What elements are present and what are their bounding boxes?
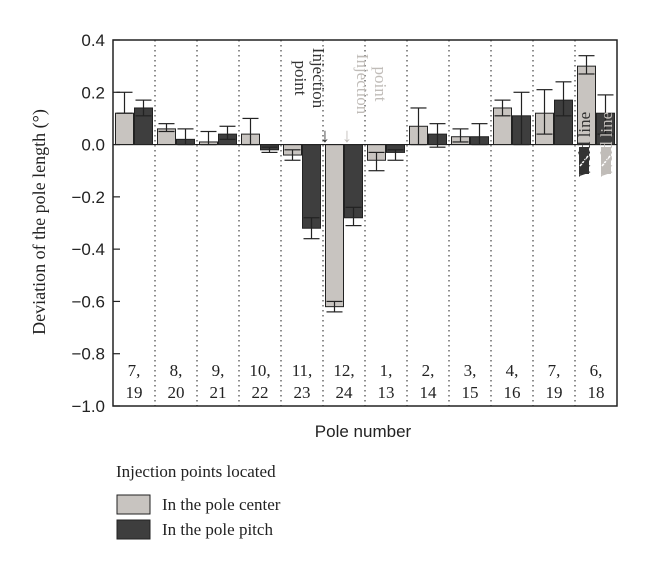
legend-swatch-pole-center: [116, 494, 151, 515]
weld-center-hatch: [601, 155, 611, 167]
x-category-label: 6, 18: [588, 361, 605, 402]
injection-pitch-arrow-icon: ↓: [320, 125, 330, 147]
x-category-line-1: 7,: [128, 361, 141, 380]
error-bar: [326, 300, 343, 313]
x-category-line-2: 19: [546, 383, 563, 402]
error-bar: [429, 123, 446, 148]
x-category-line-1: 12,: [333, 361, 354, 380]
x-category-line-2: 18: [588, 383, 605, 402]
injection-center-line2: point: [371, 67, 390, 102]
y-tick-label: −0.2: [71, 188, 105, 207]
plot-frame: [112, 39, 618, 407]
injection-center-arrow-icon: ↓: [342, 125, 352, 147]
weld-line-center-label: Weld line: [597, 112, 616, 177]
x-category-line-2: 20: [168, 383, 185, 402]
error-bar: [597, 94, 614, 135]
y-tick-label: 0.4: [81, 31, 105, 50]
x-category-label: 4, 16: [504, 361, 521, 402]
bar-pole-center: [115, 112, 134, 146]
x-category-label: 11, 23: [292, 361, 313, 402]
injection-pitch-line1: Injection: [309, 48, 328, 109]
x-category-label: 1, 13: [378, 361, 395, 402]
x-axis-label: Pole number: [315, 422, 412, 441]
x-category-line-1: 7,: [548, 361, 561, 380]
y-tick-label: 0.0: [81, 136, 105, 155]
error-bar: [578, 55, 595, 75]
legend: Injection points located In the pole cen…: [116, 462, 281, 540]
error-bar: [116, 91, 133, 114]
y-axis-label: Deviation of the pole length (°): [29, 109, 50, 335]
error-bar: [387, 149, 404, 161]
x-category-line-2: 23: [294, 383, 311, 402]
x-category-line-1: 3,: [464, 361, 477, 380]
x-category-line-1: 4,: [506, 361, 519, 380]
error-bar: [555, 81, 572, 117]
x-category-line-2: 16: [504, 383, 521, 402]
error-bar: [494, 99, 511, 117]
x-category-label: 7, 19: [126, 361, 143, 402]
x-category-line-1: 6,: [590, 361, 603, 380]
x-category-line-1: 10,: [249, 361, 270, 380]
category-grid: [154, 40, 576, 406]
error-bar: [536, 89, 553, 135]
x-category-line-1: 8,: [170, 361, 183, 380]
x-category-line-2: 24: [336, 383, 354, 402]
x-category-label: 3, 15: [462, 361, 479, 402]
error-bar: [345, 206, 362, 227]
y-tick-label: −1.0: [71, 397, 105, 416]
error-bar: [219, 125, 236, 140]
x-category-label: 8, 20: [168, 361, 185, 402]
error-bar: [303, 217, 320, 240]
x-category-line-1: 9,: [212, 361, 225, 380]
x-category-line-1: 2,: [422, 361, 435, 380]
x-category-line-2: 22: [252, 383, 269, 402]
injection-pitch-line2: point: [291, 61, 310, 96]
y-tick-label: −0.6: [71, 292, 105, 311]
x-category-label: 10, 22: [249, 361, 270, 402]
legend-swatch-pole-pitch: [116, 519, 151, 540]
bar-pole-pitch: [302, 144, 321, 229]
error-bar: [158, 123, 175, 133]
x-category-label: 7, 19: [546, 361, 563, 402]
x-category-line-2: 19: [126, 383, 143, 402]
injection-center-line1: Injection: [353, 54, 372, 115]
error-bar: [284, 149, 301, 161]
x-category-line-2: 13: [378, 383, 395, 402]
x-category-line-2: 15: [462, 383, 479, 402]
error-bar: [368, 151, 385, 172]
weld-pitch-hatch: [579, 155, 589, 167]
y-axis: 0.4 0.2 0.0 −0.2 −0.4 −0.6 −0.8 −1.0: [71, 31, 120, 416]
y-tick-label: −0.8: [71, 345, 105, 364]
legend-label-pole-center: In the pole center: [162, 495, 281, 514]
y-tick-label: 0.2: [81, 83, 105, 102]
error-bar: [135, 99, 152, 117]
x-category-label: 9, 21: [210, 361, 227, 402]
x-category-line-1: 11,: [292, 361, 313, 380]
y-tick-label: −0.4: [71, 240, 105, 259]
injection-point-center-annotation: Injection point ↓: [342, 54, 390, 147]
x-category-line-1: 1,: [380, 361, 393, 380]
weld-line-annotations: Weld line Weld line: [575, 112, 616, 177]
x-category-label: 12, 24: [333, 361, 354, 402]
bar-pole-center: [325, 144, 344, 308]
error-bar: [261, 146, 278, 154]
error-bar: [452, 128, 469, 143]
legend-title: Injection points located: [116, 462, 276, 481]
legend-label-pole-pitch: In the pole pitch: [162, 520, 273, 539]
x-category-line-2: 14: [420, 383, 438, 402]
injection-point-pitch-annotation: Injection point ↓: [291, 48, 330, 147]
x-category-label: 2, 14: [420, 361, 438, 402]
x-category-line-2: 21: [210, 383, 227, 402]
weld-line-pitch-label: Weld line: [575, 112, 594, 177]
